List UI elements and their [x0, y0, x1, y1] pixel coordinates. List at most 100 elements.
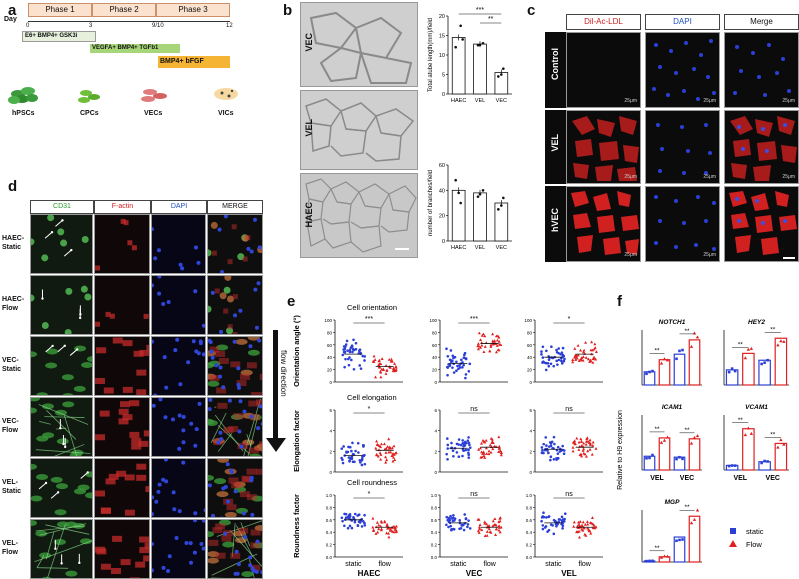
point-flow: [393, 362, 397, 365]
point-flow: [385, 531, 389, 535]
micrograph-actin: [94, 397, 150, 457]
point-static: [544, 436, 548, 439]
y-axis-label: Total atube length(mm)/field: [428, 18, 434, 92]
y-tick-label: 80: [432, 330, 438, 335]
point-static: [462, 363, 465, 367]
point-static: [561, 346, 565, 350]
point-static: [678, 455, 681, 459]
actin-shape: [232, 294, 238, 300]
header-merge-d: MERGE: [207, 200, 263, 214]
point-flow: [591, 361, 595, 364]
point-flow: [574, 358, 578, 361]
image-label-haec: HAEC: [304, 202, 314, 228]
point-flow: [659, 440, 664, 444]
point-static: [361, 354, 365, 358]
y-tick-label: 80: [327, 330, 333, 335]
scatter-1-1: 0 2 4 6 ns: [434, 406, 508, 475]
sig-label: **: [654, 348, 660, 355]
point-flow: [588, 447, 592, 451]
nucleus-dot: [226, 499, 231, 504]
nucleus-dot: [214, 363, 219, 368]
panel-e-letter: e: [287, 293, 296, 310]
point-static: [446, 373, 449, 377]
nucleus-dot: [154, 499, 159, 504]
control-dapi: 25μm: [645, 32, 720, 108]
point-flow: [372, 529, 376, 533]
point-static: [354, 341, 358, 345]
nucleus-dot: [164, 385, 169, 390]
cell-shape: [31, 495, 43, 502]
sig-label: **: [738, 341, 744, 348]
nucleus-dot: [153, 393, 158, 395]
scatter-2-2: 0.0 0.2 0.4 0.6 0.8 1.0 static flow ns: [526, 491, 603, 568]
nucleus-dot: [250, 566, 255, 571]
point-static: [343, 365, 346, 369]
panel-a-letter: a: [8, 2, 17, 19]
arrow-shaft: [273, 330, 278, 442]
point-static: [360, 457, 364, 461]
point-static: [561, 527, 564, 530]
point-static: [547, 358, 551, 362]
point-flow: [659, 361, 664, 365]
y-tick-label: 0: [442, 239, 445, 245]
y-tick-label: 60: [527, 343, 533, 348]
nucleus-dot: [201, 323, 205, 328]
data-point: [454, 178, 457, 182]
actin-shape: [95, 490, 106, 497]
point-static: [763, 361, 766, 364]
nucleus-dot: [197, 401, 202, 406]
gene-title: ICAM1: [662, 404, 683, 411]
point-flow: [480, 455, 484, 459]
data-point: [497, 75, 500, 78]
actin-shape: [210, 516, 221, 517]
point-static: [468, 527, 472, 530]
point-static: [552, 364, 556, 368]
scatter-2-0: 0.0 0.2 0.4 0.6 0.8 1.0 static flow *: [326, 491, 403, 568]
point-flow: [583, 532, 587, 536]
actin-shape: [135, 561, 146, 568]
point-static: [467, 453, 471, 457]
point-flow: [489, 450, 493, 454]
x-tick-label: VEL: [475, 245, 485, 251]
cell-shape: [84, 293, 92, 301]
point-static: [467, 456, 471, 459]
actin-shape: [119, 401, 130, 408]
actin-shape: [239, 373, 250, 380]
point-flow: [478, 527, 482, 531]
point-flow: [379, 453, 383, 456]
y-tick-label: 60: [439, 163, 445, 169]
point-flow: [497, 339, 501, 343]
point-flow: [375, 453, 379, 457]
point-flow: [384, 446, 388, 450]
nucleus-dot: [163, 415, 168, 420]
point-flow: [497, 524, 501, 528]
point-flow: [577, 359, 581, 362]
micrograph-merge: [207, 336, 263, 396]
nucleus-dot: [258, 404, 262, 409]
micrograph-image: [31, 463, 92, 516]
micrograph-image: [208, 520, 262, 578]
point-flow: [482, 439, 486, 443]
nucleus-dot: [152, 283, 155, 288]
actin-shape: [249, 414, 260, 421]
nucleus-dot: [249, 249, 254, 254]
hvec-dil-ldl: 25μm: [566, 186, 641, 262]
point-static: [343, 347, 347, 351]
cell-shape: [214, 478, 227, 485]
actin-shape: [246, 362, 257, 369]
point-flow: [580, 444, 584, 447]
point-flow: [389, 357, 393, 361]
point-flow: [384, 451, 388, 454]
junction-line: [47, 524, 66, 578]
x-group-label: VEC: [680, 475, 694, 482]
point-flow: [378, 451, 382, 455]
point-static: [468, 362, 472, 366]
actin-shape: [96, 347, 107, 354]
sig-label: **: [770, 431, 776, 438]
point-static: [348, 348, 352, 352]
junction-line: [39, 523, 87, 536]
point-static: [675, 357, 678, 361]
cell-shape: [31, 398, 41, 402]
point-static: [340, 516, 344, 520]
point-static: [760, 362, 763, 366]
